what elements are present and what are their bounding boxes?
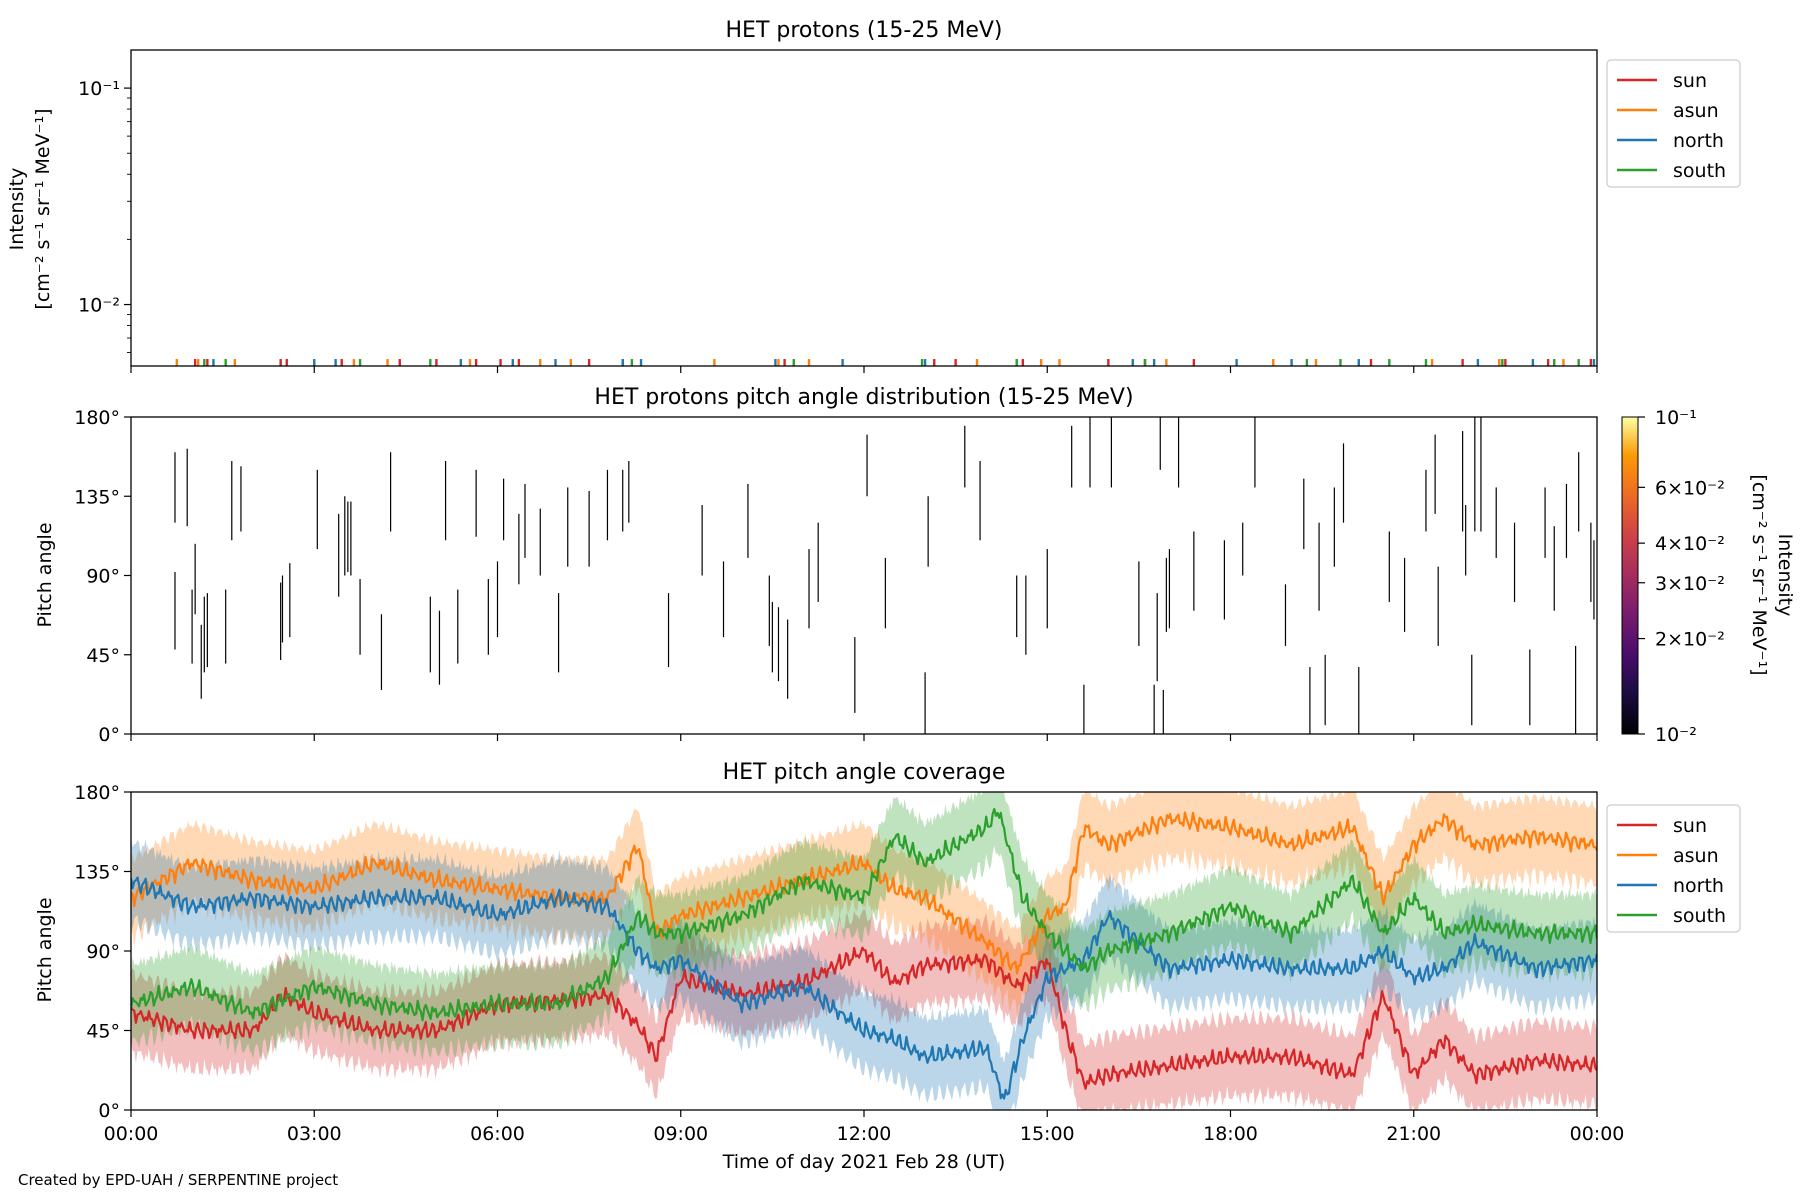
panel3-xtick-label: 18:00 [1203, 1123, 1258, 1145]
panel2-ytick-label: 90° [86, 566, 120, 588]
panel1-ylabel-line2: [cm⁻² s⁻¹ sr⁻¹ MeV⁻¹] [32, 108, 54, 309]
legend-label-south: south [1673, 905, 1726, 927]
colorbar-tick-label: 10⁻¹ [1655, 407, 1697, 429]
legend-label-sun: sun [1673, 815, 1707, 837]
legend-label-sun: sun [1673, 70, 1707, 92]
panel1-ytick-label: 10⁻² [78, 295, 120, 317]
colorbar-label-line1: Intensity [1774, 534, 1796, 617]
panel3-xtick-label: 21:00 [1386, 1123, 1441, 1145]
panel3-plot-area [131, 792, 1597, 1110]
panel2-plot-area [174, 417, 1595, 734]
line-sun [131, 946, 1597, 1090]
colorbar-tick-label: 6×10⁻² [1655, 477, 1725, 499]
panel3-ytick-label: 180° [74, 782, 120, 804]
panel3-legend: sun asun north south [1606, 804, 1741, 933]
legend-label-north: north [1673, 130, 1724, 152]
x-axis-label: Time of day 2021 Feb 28 (UT) [722, 1151, 1006, 1173]
panel3-xtick-label: 00:00 [104, 1123, 159, 1145]
legend-box [1606, 804, 1741, 933]
panel1-plot-area [175, 359, 1596, 366]
panel2-ticks: 0° 45° 90° 135° 180° [74, 407, 1598, 746]
panel3-ytick-label: 90° [86, 941, 120, 963]
panel2-ytick-label: 45° [86, 645, 120, 667]
panel3-xtick-label: 03:00 [287, 1123, 342, 1145]
panel2-ytick-label: 135° [74, 486, 120, 508]
panel2-ytick-label: 0° [98, 724, 120, 746]
legend-label-asun: asun [1673, 100, 1719, 122]
legend-label-north: north [1673, 875, 1724, 897]
panel1-ticks: 10⁻¹ 10⁻² [78, 78, 1598, 373]
panel3-ytick-label: 135° [74, 862, 120, 884]
colorbar-tick-label: 3×10⁻² [1655, 573, 1725, 595]
line-south [131, 807, 1597, 1022]
colorbar-tick-label: 4×10⁻² [1655, 533, 1725, 555]
colorbar-ticks: 10⁻¹ 6×10⁻² 4×10⁻² 3×10⁻² 2×10⁻² 10⁻² [1638, 407, 1725, 746]
panel3-xtick-label: 15:00 [1020, 1123, 1075, 1145]
legend-label-asun: asun [1673, 845, 1719, 867]
panel1-ylabel-line1: Intensity [6, 168, 28, 251]
line-north [131, 876, 1597, 1100]
panel1-legend: sun asun north south [1606, 59, 1741, 188]
credit-text: Created by EPD-UAH / SERPENTINE project [18, 1171, 339, 1189]
panel2-ylabel: Pitch angle [34, 522, 56, 627]
panel3-xtick-label: 09:00 [653, 1123, 708, 1145]
panel3-xtick-label: 06:00 [470, 1123, 525, 1145]
legend-box [1606, 59, 1741, 188]
panel2-ytick-label: 180° [74, 407, 120, 429]
colorbar-tick-label: 2×10⁻² [1655, 629, 1725, 651]
panel1-ytick-label: 10⁻¹ [78, 78, 120, 100]
panel1-frame [130, 49, 1598, 367]
colorbar [1621, 416, 1639, 735]
panel3-xtick-label: 00:00 [1570, 1123, 1625, 1145]
colorbar-tick-label: 10⁻² [1655, 724, 1697, 746]
band-asun [131, 792, 1597, 1017]
band-north [131, 835, 1597, 1110]
panel2-title: HET protons pitch angle distribution (15… [594, 385, 1133, 410]
colorbar-label-line2: [cm⁻² s⁻¹ sr⁻¹ MeV⁻¹] [1748, 474, 1770, 675]
band-south [131, 792, 1597, 1061]
legend-label-south: south [1673, 160, 1726, 182]
panel3-ticks: 0° 45° 90° 135° 180° 00:00 03:00 06:00 09:00 12:0… [74, 782, 1624, 1145]
panel1-title: HET protons (15-25 MeV) [726, 18, 1003, 43]
panel3-ytick-label: 45° [86, 1021, 120, 1043]
panel3-ytick-label: 0° [98, 1100, 120, 1122]
panel3-xtick-label: 12:00 [837, 1123, 892, 1145]
colorbar-label: Intensity[cm⁻² s⁻¹ sr⁻¹ MeV⁻¹] [1748, 474, 1796, 675]
panel3-ylabel: Pitch angle [34, 897, 56, 1002]
panel3-title: HET pitch angle coverage [723, 760, 1006, 785]
line-asun [131, 811, 1597, 975]
